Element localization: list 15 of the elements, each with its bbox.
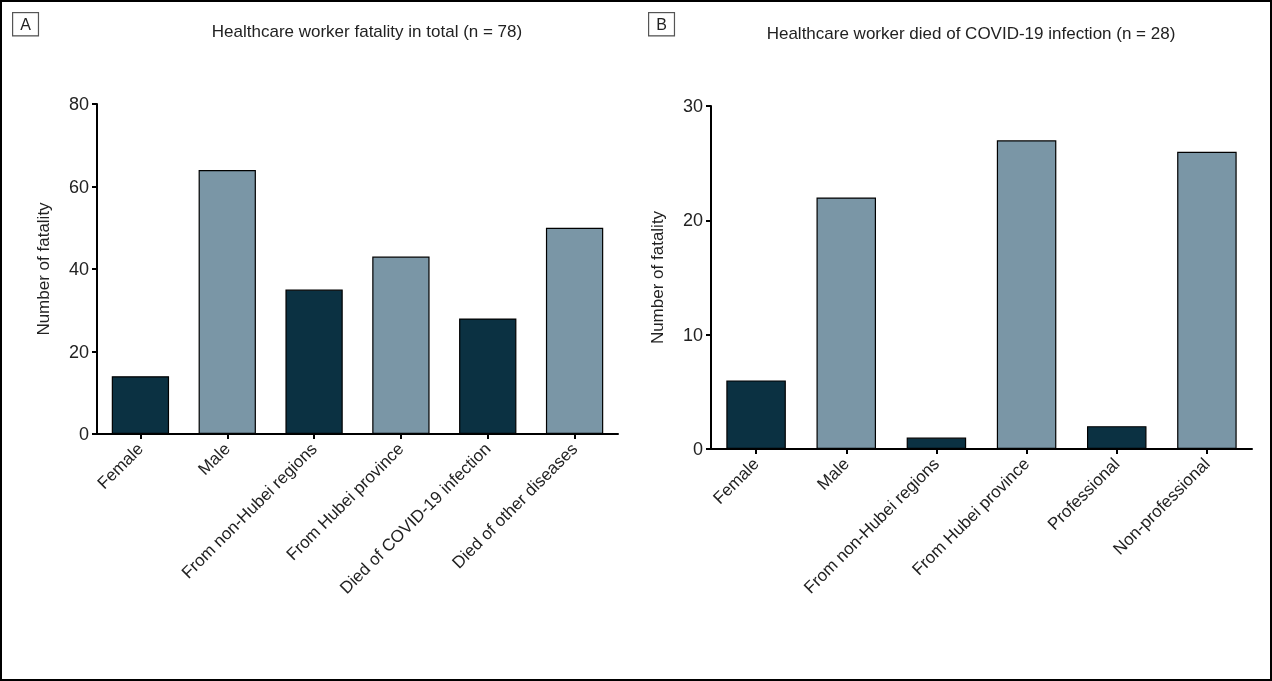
y-tick-label: 30 bbox=[682, 96, 703, 116]
y-tick-label: 0 bbox=[78, 424, 89, 444]
y-tick-label: 10 bbox=[682, 324, 703, 345]
text: A bbox=[20, 15, 32, 33]
y-tick-label: 0 bbox=[692, 439, 703, 459]
y-tick-label: 20 bbox=[68, 341, 89, 362]
y-axis-title: Number of fatality bbox=[648, 210, 667, 345]
y-tick-label: 40 bbox=[68, 259, 89, 279]
text: B bbox=[656, 15, 667, 33]
y-axis-title: Number of fatality bbox=[34, 201, 53, 336]
y-tick-label: 20 bbox=[682, 210, 703, 231]
y-tick-label: 60 bbox=[68, 176, 89, 197]
y-tick-label: 80 bbox=[68, 94, 89, 114]
chart-title: Healthcare worker fatality in total (n = 78) bbox=[211, 21, 523, 41]
chart-title: Healthcare worker died of COVID-19 infection (n = 28) bbox=[766, 23, 1176, 43]
